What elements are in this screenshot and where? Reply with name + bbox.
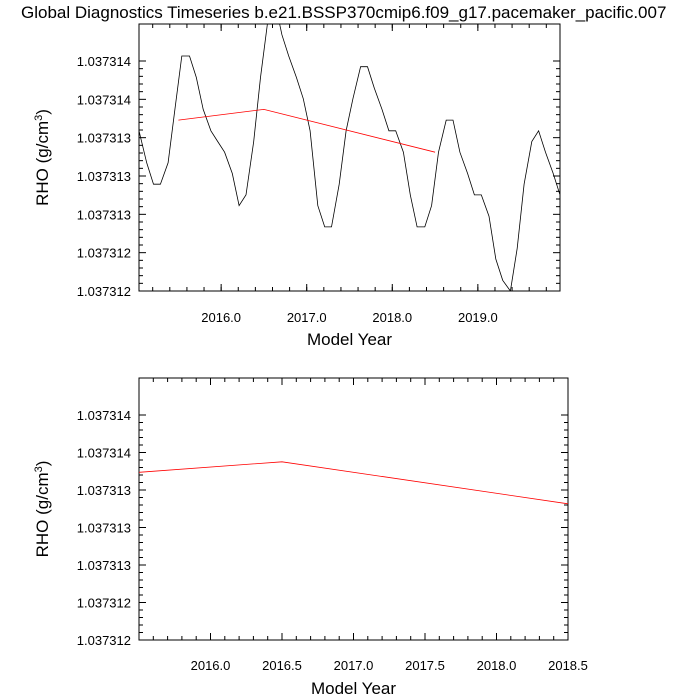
series-line-2 xyxy=(178,108,436,153)
x-tick-label: 2017.5 xyxy=(405,658,445,673)
y-tick-label: 1.037314 xyxy=(77,408,131,423)
plot-frame xyxy=(138,377,569,641)
x-tick-label: 2017.0 xyxy=(287,310,327,325)
y-tick-label: 1.037314 xyxy=(77,54,131,69)
x-axis-title: Model Year xyxy=(311,679,396,698)
y-axis-title: RHO (g/cm3) xyxy=(33,461,52,558)
x-tick-label: 2019.0 xyxy=(458,310,498,325)
x-tick-label: 2018.5 xyxy=(548,658,588,673)
x-tick-label: 2016.0 xyxy=(201,310,241,325)
y-tick-label: 1.037314 xyxy=(77,92,131,107)
x-tick-label: 2016.5 xyxy=(262,658,302,673)
x-tick-label: 2018.0 xyxy=(372,310,412,325)
series-line-1 xyxy=(139,461,568,505)
y-tick-label: 1.037313 xyxy=(77,483,131,498)
y-tick-label: 1.037313 xyxy=(77,521,131,536)
plot-frame xyxy=(138,23,561,292)
x-tick-label: 2017.0 xyxy=(334,658,374,673)
x-tick-label: 2018.0 xyxy=(477,658,517,673)
y-tick-label: 1.037313 xyxy=(77,169,131,184)
y-tick-label: 1.037312 xyxy=(77,284,131,299)
y-tick-label: 1.037312 xyxy=(77,633,131,648)
y-tick-label: 1.037314 xyxy=(77,446,131,461)
y-tick-label: 1.037313 xyxy=(77,558,131,573)
x-tick-label: 2016.0 xyxy=(191,658,231,673)
y-axis-title: RHO (g/cm3) xyxy=(33,109,52,206)
x-axis-title: Model Year xyxy=(307,330,392,349)
series-line-1 xyxy=(139,24,560,291)
y-tick-label: 1.037312 xyxy=(77,246,131,261)
y-tick-label: 1.037313 xyxy=(77,131,131,146)
chart-panel-2: 1.037312 1.037312 1.037313 1.037313 1.037313… xyxy=(33,377,588,698)
chart-panel-1: 1.037312 1.037312 1.037313 1.037313 1.037313… xyxy=(33,23,561,349)
chart-title: Global Diagnostics Timeseries b.e21.BSSP… xyxy=(21,3,667,22)
y-tick-label: 1.037312 xyxy=(77,596,131,611)
y-tick-label: 1.037313 xyxy=(77,207,131,222)
